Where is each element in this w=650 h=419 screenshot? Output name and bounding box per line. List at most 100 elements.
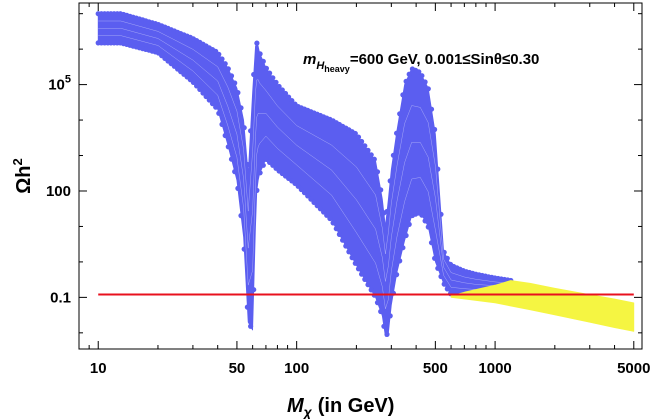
annotation-heavy: heavy — [324, 64, 350, 74]
scan-point-upper-53 — [263, 65, 269, 71]
annotation-h: H — [316, 60, 325, 72]
scan-point-upper-94 — [394, 130, 400, 136]
scan-point-upper-41 — [225, 66, 231, 72]
annotation-rest: =600 GeV, 0.001≤Sinθ≤0.30 — [350, 51, 540, 68]
scan-point-upper-44 — [235, 90, 241, 96]
scan-point-lower-94 — [394, 272, 400, 278]
scan-point-lower-52 — [260, 162, 266, 168]
scan-point-lower-104 — [425, 224, 431, 230]
scan-point-upper-46 — [241, 125, 247, 131]
scan-point-upper-56 — [273, 79, 279, 85]
scan-point-lower-63 — [295, 183, 301, 189]
scan-point-upper-54 — [267, 70, 273, 76]
scan-point-upper-81 — [352, 130, 358, 137]
scan-point-lower-84 — [362, 276, 368, 282]
scan-point-upper-107 — [435, 166, 441, 172]
scan-point-lower-89 — [378, 308, 384, 315]
scan-point-upper-47 — [244, 161, 250, 168]
scan-point-lower-81 — [352, 260, 358, 266]
scan-point-upper-42 — [228, 73, 235, 79]
scan-point-lower-97 — [403, 232, 409, 239]
scan-point-lower-66 — [305, 193, 311, 199]
scan-point-upper-106 — [432, 126, 438, 133]
scan-point-lower-37 — [213, 104, 219, 110]
scan-point-lower-77 — [340, 237, 346, 243]
scan-point-lower-38 — [216, 110, 222, 116]
scan-point-upper-58 — [279, 87, 285, 93]
scan-point-upper-92 — [387, 178, 393, 184]
scan-point-upper-60 — [286, 94, 292, 100]
scan-point-lower-42 — [228, 156, 235, 162]
scan-point-lower-70 — [317, 206, 323, 212]
scan-point-lower-86 — [368, 287, 374, 293]
scan-point-lower-46 — [241, 246, 247, 252]
scan-point-upper-49 — [251, 71, 257, 78]
scan-point-lower-109 — [441, 281, 447, 287]
scan-point-upper-104 — [425, 86, 431, 92]
scan-point-lower-76 — [336, 231, 342, 237]
scan-point-lower-31 — [194, 83, 200, 89]
scan-point-lower-39 — [219, 121, 225, 127]
y-tick-label-0: 0.1 — [50, 289, 71, 306]
scan-point-upper-61 — [289, 98, 295, 104]
scan-point-upper-48 — [248, 128, 254, 134]
scan-point-lower-40 — [222, 132, 228, 139]
scan-point-lower-72 — [324, 212, 330, 218]
scan-point-lower-51 — [257, 170, 263, 176]
scan-point-lower-107 — [435, 265, 441, 271]
scan-point-lower-44 — [235, 185, 241, 191]
scan-point-upper-91 — [384, 208, 390, 215]
y-axis-title: Ωh2 — [10, 158, 35, 194]
x-axis-title-chi: χ — [302, 404, 313, 419]
scan-point-lower-110 — [444, 286, 450, 292]
scan-point-lower-73 — [327, 215, 333, 222]
scan-point-lower-35 — [206, 97, 212, 103]
axis-layer: 10 50 100 500 1000 5000 0.1 100 105 — [46, 3, 650, 377]
allowed-region — [450, 280, 635, 332]
scan-point-upper-83 — [359, 138, 365, 145]
scan-point-lower-78 — [343, 243, 349, 249]
data-layer — [95, 11, 635, 337]
x-tick-label-100: 100 — [284, 360, 309, 377]
y-axis-title-main: Ωh — [13, 165, 35, 193]
scan-point-lower-33 — [200, 90, 206, 96]
plot-frame — [78, 2, 643, 350]
scan-point-lower-30 — [190, 79, 196, 85]
scan-point-lower-65 — [301, 190, 308, 196]
scan-point-upper-109 — [441, 249, 447, 255]
scan-point-upper-110 — [444, 255, 450, 261]
scan-point-upper-85 — [365, 147, 371, 153]
scan-point-upper-84 — [362, 143, 368, 149]
scan-point-lower-69 — [314, 203, 320, 209]
scan-point-upper-38 — [216, 51, 222, 57]
scan-point-upper-39 — [219, 56, 225, 62]
scan-point-upper-82 — [355, 134, 362, 140]
scan-point-lower-91 — [384, 331, 390, 337]
annotation-text: mHheavy=600 GeV, 0.001≤Sinθ≤0.30 — [303, 51, 539, 74]
x-axis-title: Mχ (in GeV) — [287, 395, 394, 419]
scan-point-lower-85 — [365, 282, 371, 288]
x-tick-label-1000: 1000 — [478, 360, 511, 377]
scan-point-lower-43 — [232, 169, 238, 175]
x-tick-label-5000: 5000 — [617, 360, 650, 377]
scan-point-upper-89 — [378, 187, 384, 193]
scan-point-upper-43 — [232, 80, 238, 86]
scan-point-upper-101 — [416, 69, 422, 75]
scan-point-lower-67 — [308, 196, 314, 202]
scan-point-upper-52 — [260, 58, 266, 64]
scan-point-upper-96 — [400, 92, 406, 98]
scan-point-lower-50 — [254, 187, 260, 193]
y-tick-label-1: 100 — [46, 183, 71, 200]
scan-point-lower-74 — [330, 220, 336, 226]
scan-point-lower-32 — [197, 86, 203, 92]
scan-point-upper-103 — [422, 79, 428, 85]
scan-point-lower-47 — [244, 304, 250, 310]
scan-point-lower-106 — [432, 255, 438, 261]
annotation-m: m — [303, 51, 316, 68]
x-tick-label-500: 500 — [423, 360, 448, 377]
scan-point-lower-41 — [225, 144, 231, 150]
scan-point-upper-88 — [374, 169, 381, 175]
scan-point-upper-45 — [238, 105, 244, 111]
y-tick-label-2: 105 — [48, 74, 71, 94]
